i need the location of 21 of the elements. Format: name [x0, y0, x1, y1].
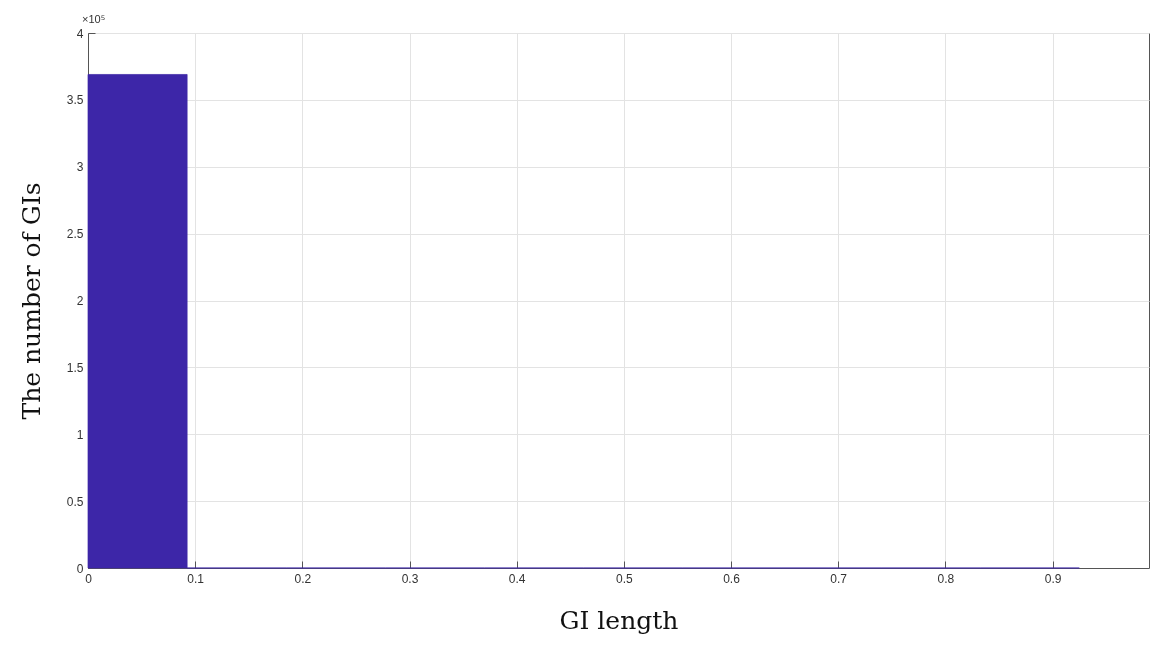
- y-tick-label: 3.5: [66, 93, 84, 108]
- y-tick-label: 0.5: [66, 494, 84, 509]
- x-axis-title: GI length: [559, 605, 679, 635]
- x-tick-label: 0.3: [401, 571, 419, 586]
- y-tick-label: 2: [76, 294, 84, 308]
- x-tick-label: 0.1: [187, 571, 205, 586]
- x-tick-label: 0.7: [830, 571, 848, 586]
- x-tick-label: 0.4: [508, 571, 526, 586]
- y-axis-title: The number of GIs: [16, 182, 46, 420]
- y-tick-label: 3: [76, 160, 84, 175]
- y-tick-label: 2.5: [66, 227, 84, 242]
- y-tick-label: 1.5: [66, 360, 84, 375]
- y-tick-label: 1: [76, 427, 84, 442]
- text: ×10⁵: [82, 13, 106, 25]
- x-tick-label: 0.2: [294, 571, 312, 586]
- x-tick-label: 0.9: [1044, 571, 1062, 586]
- x-tick-label: 0.5: [616, 571, 634, 586]
- y-tick-label: 0: [76, 561, 84, 576]
- x-tick-label: 0.8: [937, 571, 955, 586]
- y-tick-label: 4: [76, 26, 84, 41]
- x-tick-label: 0.6: [723, 571, 741, 586]
